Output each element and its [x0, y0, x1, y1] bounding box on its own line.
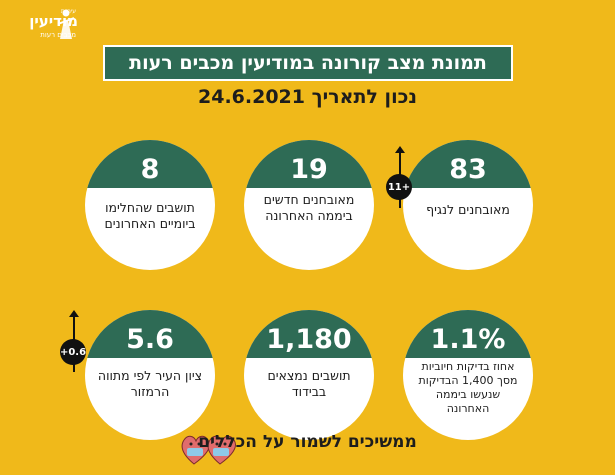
stat-value: 83	[403, 140, 533, 188]
logo-top-line: עיריית	[60, 8, 76, 15]
stat-label: מאובחנים לנגיף	[426, 202, 510, 217]
stat-card-recovered: 8 תושבים שהחלימו ביומיים האחרונים	[85, 140, 215, 270]
stat-label: תושבים שהחלימו ביומיים האחרונים	[104, 200, 196, 231]
change-badge-score: +0.6	[60, 339, 86, 365]
page-title: תמונת מצב קורונה במודיעין מכבים רעות	[103, 45, 513, 81]
stat-card-isolation: 1,180 תושבים נמצאים בבידוד	[244, 310, 374, 440]
stat-card-diagnosed: 83 מאובחנים לנגיף	[403, 140, 533, 270]
logo-name: מודיעין	[29, 12, 78, 30]
stat-label: אחוז בדיקות חיוביות מסך 1,400 הבדיקות שנ…	[418, 360, 518, 415]
logo-subtitle: מכבים רעות	[40, 31, 76, 39]
stat-label: תושבים נמצאים בבידוד	[267, 368, 351, 399]
stat-label: מאובחנים חדשים ביממה האחרונה	[263, 192, 355, 223]
stat-value: 19	[244, 140, 374, 188]
stat-value: 1.1%	[403, 310, 533, 358]
stat-value: 1,180	[244, 310, 374, 358]
logo-figure-icon	[57, 9, 75, 39]
masked-hearts-icon	[181, 435, 236, 465]
stat-card-positive-rate: 1.1% אחוז בדיקות חיוביות מסך 1,400 הבדיק…	[403, 310, 533, 440]
date-line: נכון לתאריך 24.6.2021	[198, 86, 417, 108]
stat-label: ציון העיר לפי מתווה הרמזור	[97, 368, 203, 399]
footer-message: ממשיכים לשמור על הכללים	[198, 432, 417, 452]
stat-card-new-diagnosed: 19 מאובחנים חדשים ביממה האחרונה	[244, 140, 374, 270]
change-badge-diagnosed: 11+	[386, 174, 412, 200]
city-logo: עיריית מודיעין מכבים רעות	[6, 6, 78, 44]
stat-card-traffic-light-score: 5.6 ציון העיר לפי מתווה הרמזור	[85, 310, 215, 440]
stat-value: 5.6	[85, 310, 215, 358]
stat-value: 8	[85, 140, 215, 188]
